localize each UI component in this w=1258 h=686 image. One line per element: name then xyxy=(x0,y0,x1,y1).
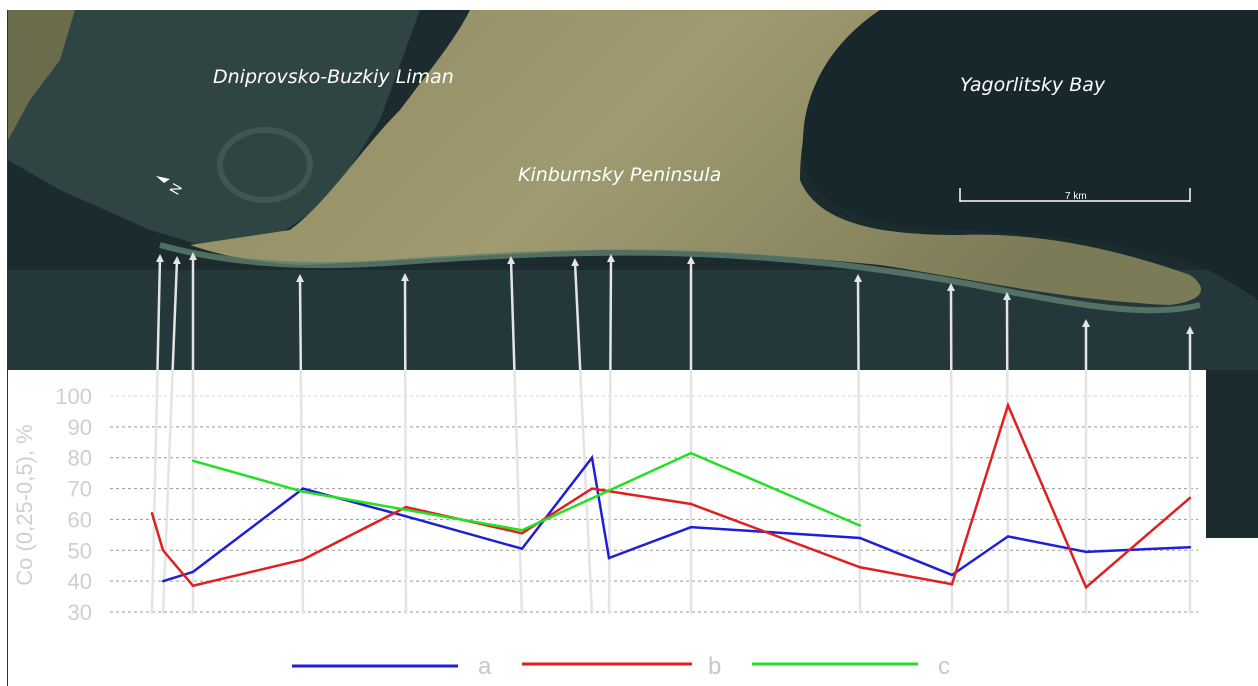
data-point-c xyxy=(689,451,693,455)
shoreline-surf xyxy=(159,242,1201,314)
place-label-peninsula: Kinburnsky Peninsula xyxy=(518,164,721,186)
scale-bar: 7 km xyxy=(959,188,1191,202)
y-axis-label: Co (0,25-0,5), % xyxy=(12,424,37,585)
y-tick-label: 60 xyxy=(68,507,92,532)
data-point-b xyxy=(858,566,862,569)
station-arrow xyxy=(161,256,181,615)
data-point-b xyxy=(520,532,524,535)
plot-panel xyxy=(8,370,1206,686)
legend-label-b: b xyxy=(708,653,721,680)
station-arrow xyxy=(401,273,410,615)
station-arrow xyxy=(854,274,863,615)
data-point-a xyxy=(161,579,165,583)
data-point-b xyxy=(950,583,954,586)
liman-water xyxy=(8,10,420,245)
y-tick-label: 100 xyxy=(55,384,92,409)
data-point-a xyxy=(520,547,524,550)
data-point-c xyxy=(191,459,195,462)
satellite-map xyxy=(8,10,1258,686)
data-point-b xyxy=(689,502,693,506)
data-point-a xyxy=(689,525,693,529)
y-tick-labels: 100 90 80 70 60 50 40 30 xyxy=(55,384,92,625)
data-point-a xyxy=(1006,535,1010,538)
left-border xyxy=(7,10,8,686)
data-point-b xyxy=(150,512,154,515)
yagorlitsky-bay-water xyxy=(802,10,1258,300)
station-arrow xyxy=(947,283,956,615)
station-arrow xyxy=(1003,292,1012,615)
data-point-a xyxy=(1084,550,1088,554)
data-point-c xyxy=(858,524,862,527)
data-point-a xyxy=(191,570,195,574)
data-point-b xyxy=(161,549,165,552)
place-label-bay: Yagorlitsky Bay xyxy=(960,74,1106,96)
place-label-liman: Dniprovsko-Buzkiy Liman xyxy=(213,66,454,88)
kinburn-peninsula-land xyxy=(190,10,1202,305)
station-arrow xyxy=(150,254,164,615)
data-point-b xyxy=(1084,586,1088,589)
data-point-a xyxy=(607,556,611,560)
data-point-a xyxy=(950,573,954,577)
station-arrow xyxy=(296,274,305,615)
lagoon-ring xyxy=(217,127,313,203)
y-tick-label: 80 xyxy=(68,446,92,471)
scale-bar-label: 7 km xyxy=(1065,191,1087,202)
y-tick-label: 70 xyxy=(68,477,92,502)
legend-label-c: c xyxy=(938,653,950,680)
data-point-a xyxy=(858,536,862,540)
northwest-land xyxy=(8,10,75,140)
data-point-c xyxy=(301,490,305,493)
station-arrows xyxy=(150,252,1194,615)
station-arrow xyxy=(507,256,524,615)
data-point-a xyxy=(590,456,594,459)
y-tick-label: 40 xyxy=(68,569,92,594)
station-arrow xyxy=(571,258,594,615)
data-point-a xyxy=(404,515,408,518)
data-point-b xyxy=(404,505,408,509)
data-point-a xyxy=(1188,546,1192,549)
data-point-b xyxy=(191,584,195,587)
y-tick-label: 90 xyxy=(68,415,92,440)
series-lines xyxy=(150,401,1192,590)
data-point-b xyxy=(301,558,305,561)
data-point-c xyxy=(520,529,524,532)
data-point-b xyxy=(1006,404,1010,407)
data-point-b xyxy=(1188,496,1192,500)
legend: a b c xyxy=(292,653,950,680)
data-point-b xyxy=(590,487,594,490)
data-point-a xyxy=(301,487,305,490)
y-tick-label: 50 xyxy=(68,538,92,563)
y-tick-label: 30 xyxy=(68,600,92,625)
legend-label-a: a xyxy=(478,653,492,680)
